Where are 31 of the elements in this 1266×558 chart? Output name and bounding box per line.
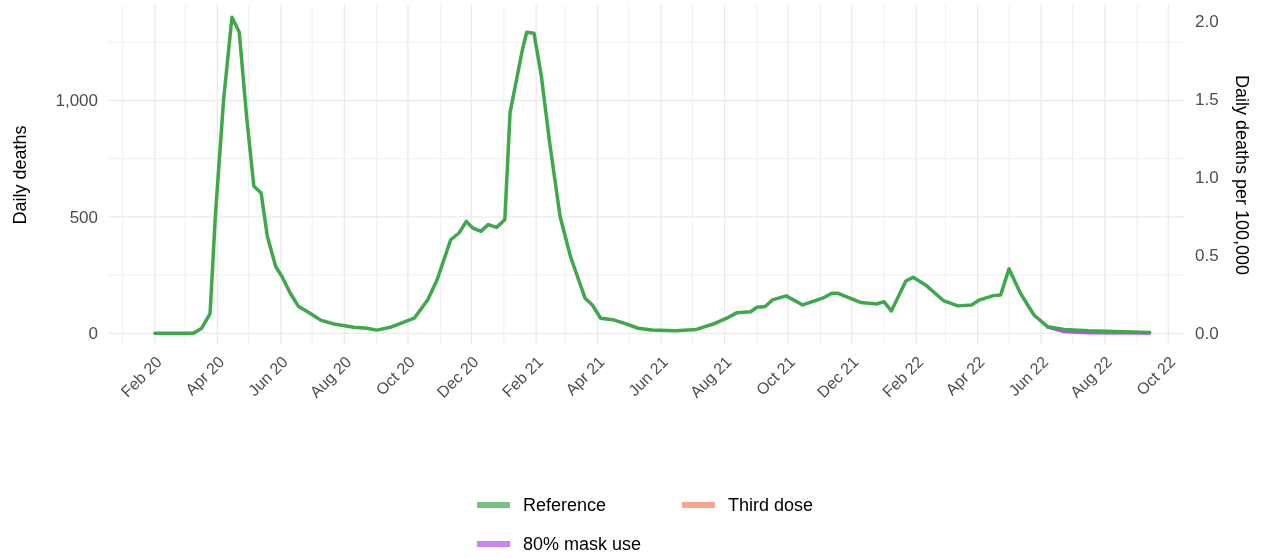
y2-tick-label: 1.5 bbox=[1195, 89, 1219, 109]
x-tick-label: Jun 22 bbox=[1005, 352, 1052, 400]
x-tick-label: Aug 20 bbox=[306, 352, 355, 401]
legend-label: Reference bbox=[523, 495, 607, 516]
x-tick-label: Aug 22 bbox=[1066, 352, 1115, 401]
x-tick-label: Oct 22 bbox=[1133, 352, 1179, 399]
x-tick-label: Aug 21 bbox=[686, 352, 735, 401]
y-tick-label: 1,000 bbox=[55, 91, 98, 111]
y-tick-label: 500 bbox=[69, 207, 98, 227]
x-tick-label: Dec 21 bbox=[813, 352, 862, 401]
y2-tick-label: 2.0 bbox=[1195, 11, 1219, 31]
x-tick-label: Oct 20 bbox=[372, 352, 419, 399]
legend-label: Third dose bbox=[728, 495, 814, 516]
y2-tick-label: 1.0 bbox=[1195, 167, 1219, 187]
y2-tick-label: 0.0 bbox=[1195, 324, 1219, 344]
x-tick-label: Oct 21 bbox=[752, 352, 799, 399]
x-tick-label: Feb 20 bbox=[117, 352, 165, 401]
x-tick-label: Feb 21 bbox=[498, 352, 547, 401]
x-tick-label: Apr 20 bbox=[182, 352, 228, 399]
x-tick-label: Feb 22 bbox=[879, 352, 927, 401]
y2-axis-title: Daily deaths per 100,000 bbox=[1232, 74, 1252, 276]
x-tick-label: Dec 20 bbox=[433, 352, 482, 401]
x-tick-label: Jun 21 bbox=[625, 352, 672, 400]
y-tick-label: 0 bbox=[88, 324, 98, 344]
x-tick-label: Apr 22 bbox=[942, 352, 988, 399]
y-axis-title: Daily deaths bbox=[10, 125, 30, 225]
line-series bbox=[153, 15, 1152, 336]
x-tick-label: Apr 21 bbox=[562, 352, 608, 399]
y2-tick-label: 0.5 bbox=[1195, 246, 1219, 266]
x-tick-label: Jun 20 bbox=[244, 352, 292, 400]
legend-label: 80% mask use bbox=[523, 534, 642, 555]
